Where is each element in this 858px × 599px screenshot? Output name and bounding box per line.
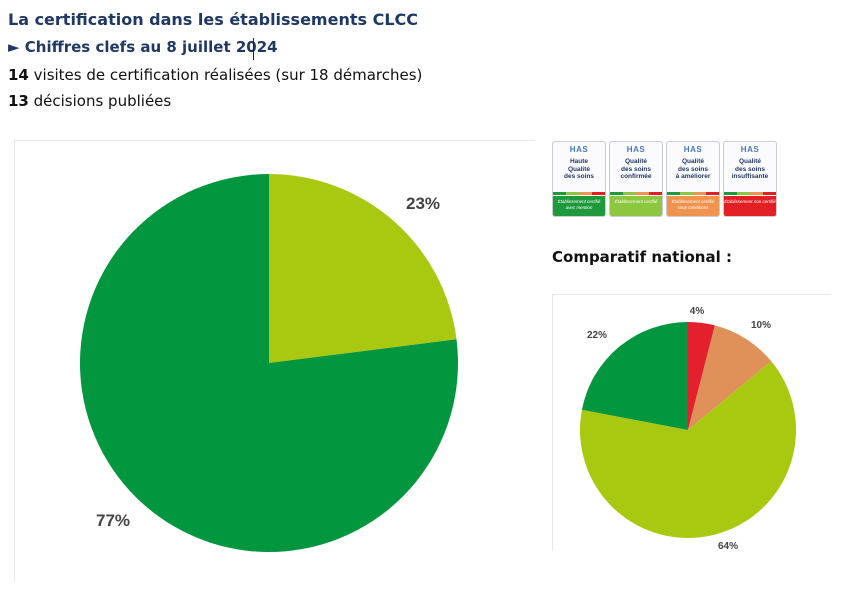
comparatif-title: Comparatif national :	[552, 248, 732, 266]
has-logo: HAS	[683, 145, 703, 154]
has-logo: HAS	[740, 145, 760, 154]
badge-color-strip	[667, 192, 719, 195]
badge-color-strip	[553, 192, 605, 195]
pie-label-1: 10%	[751, 320, 771, 331]
pie-label-2: 64%	[718, 541, 738, 551]
badge-label: Qualité des soins insuffisante	[731, 158, 769, 180]
pie-slice-1	[688, 325, 772, 430]
pie-label-3: 22%	[587, 330, 607, 341]
badge-label: Qualité des soins à améliorer	[675, 158, 711, 180]
stat-visits-text: visites de certification réalisées (sur …	[28, 66, 423, 84]
pie-slice-0	[688, 322, 715, 430]
badge-qualite-insuffisante: HAS Qualité des soins insuffisante Établis…	[723, 141, 777, 217]
stat-visits-value: 14	[8, 66, 29, 84]
pie-slice-2	[580, 361, 796, 538]
main-pie-svg: 23% 77%	[79, 174, 458, 552]
stat-decisions-value: 13	[8, 92, 29, 110]
national-pie-chart: 4% 10% 64% 22%	[552, 294, 831, 551]
text-cursor	[253, 38, 254, 60]
has-logo: HAS	[626, 145, 646, 154]
badge-footer: Établissement certifié	[610, 196, 662, 216]
national-pie-svg: 4% 10% 64% 22%	[580, 306, 796, 551]
stat-decisions: 13 décisions publiées	[8, 92, 171, 110]
stat-decisions-text: décisions publiées	[28, 92, 172, 110]
badge-label: Haute Qualité des soins	[564, 158, 594, 180]
badge-footer: Établissement non certifié	[724, 196, 776, 216]
badge-haute-qualite: HAS Haute Qualité des soins Établissement …	[552, 141, 606, 217]
badge-color-strip	[724, 192, 776, 195]
stat-visits: 14 visites de certification réalisées (s…	[8, 66, 422, 84]
pie-slice-1	[79, 174, 458, 552]
pie-slice-0	[269, 174, 457, 363]
badge-label: Qualité des soins confirmée	[620, 158, 652, 180]
badge-qualite-confirmee: HAS Qualité des soins confirmée Établissem…	[609, 141, 663, 217]
has-badges: HAS Haute Qualité des soins Établissement …	[552, 141, 780, 217]
has-logo: HAS	[569, 145, 589, 154]
main-pie-chart: 23% 77%	[14, 140, 535, 581]
badge-footer: Établissement certifié sous conditions	[667, 196, 719, 216]
badge-color-strip	[610, 192, 662, 195]
badge-qualite-a-ameliorer: HAS Qualité des soins à améliorer Établiss…	[666, 141, 720, 217]
badge-footer: Établissement certifié avec mention	[553, 196, 605, 216]
pie-label-0: 23%	[406, 194, 440, 213]
pie-slice-3	[581, 322, 688, 430]
page-title: La certification dans les établissements…	[8, 10, 419, 29]
pie-label-1: 77%	[96, 511, 130, 530]
pie-label-0: 4%	[690, 306, 705, 317]
subtitle: ► Chiffres clefs au 8 juillet 2024	[8, 38, 278, 56]
